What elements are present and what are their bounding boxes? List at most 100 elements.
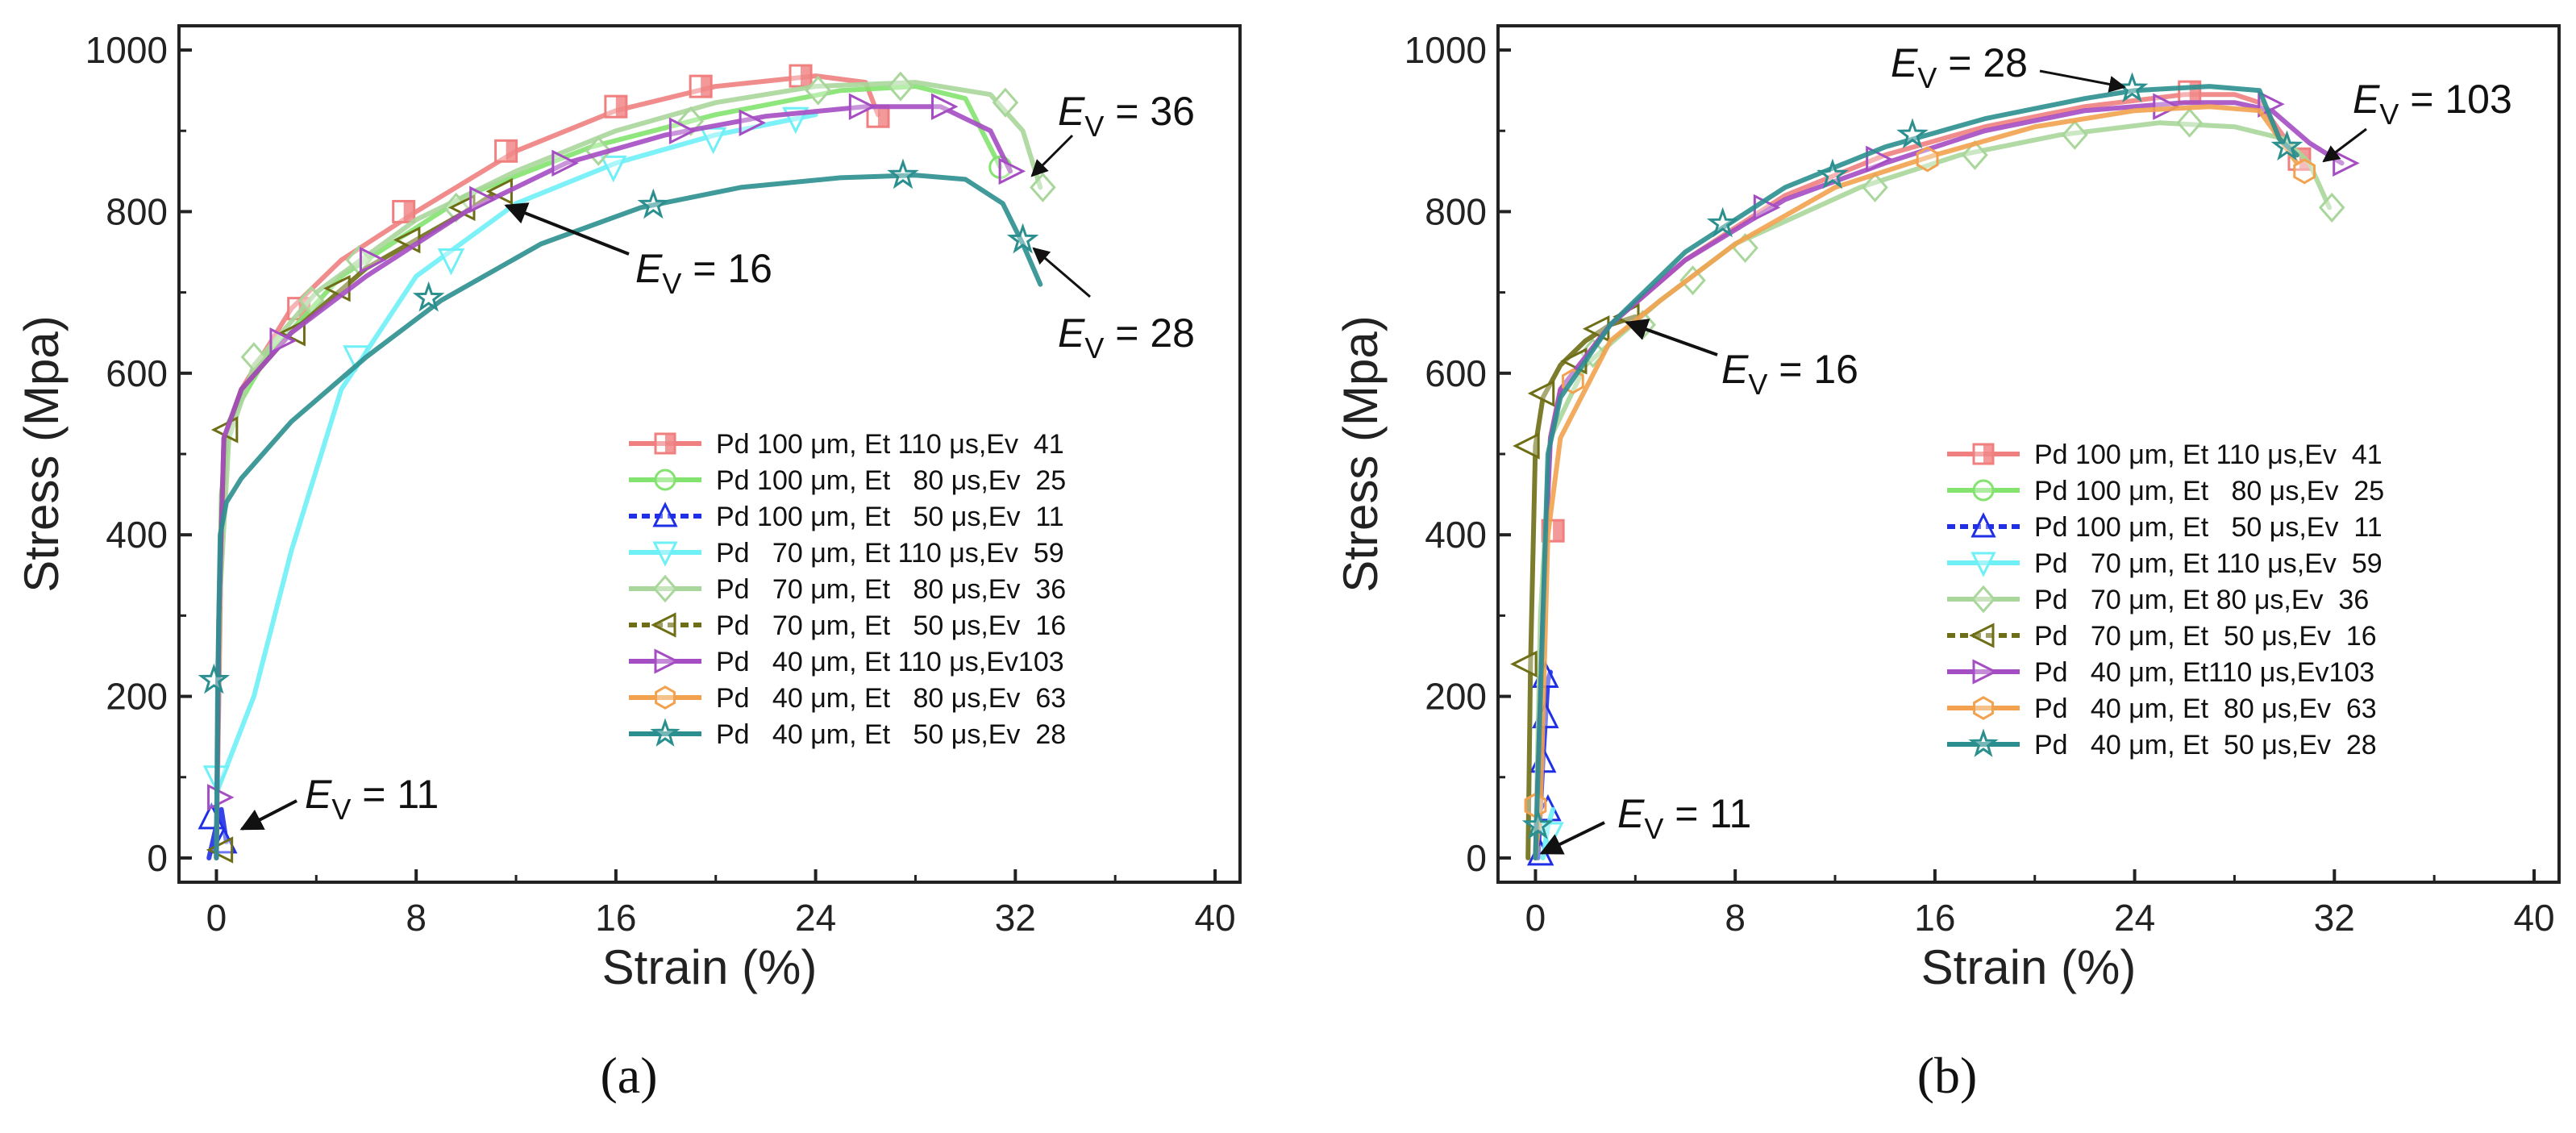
series-marker-a-6-8 [931, 93, 959, 120]
series-marker-a-3-2 [437, 248, 465, 276]
x-tick-label-b-2: 16 [1914, 897, 1955, 939]
legend-label-a-0: Pd 100 μm, Et 110 μs,Ev 41 [716, 429, 1064, 460]
series-marker-a-3-3 [600, 155, 627, 183]
series-marker-b-4-6 [2061, 119, 2088, 150]
legend-label-a-7: Pd 40 μm, Et 80 μs,Ev 63 [716, 683, 1066, 714]
series-marker-a-4-7 [887, 71, 914, 102]
series-marker-b-7-2 [1916, 146, 1939, 173]
legend-marker-b-7 [1973, 696, 1994, 720]
x-tick-label-a-0: 0 [206, 897, 227, 939]
annotation-b-ev103: EV = 103 [2322, 77, 2512, 163]
legend-label-a-4: Pd 70 μm, Et 80 μs,Ev 36 [716, 574, 1066, 605]
x-tick-label-a-5: 40 [1194, 897, 1235, 939]
series-layer-a [198, 64, 1056, 864]
legend-label-a-8: Pd 40 μm, Et 50 μs,Ev 28 [716, 719, 1066, 750]
series-marker-b-4-8 [2318, 192, 2345, 223]
annotation-b-ev16: EV = 16 [1625, 319, 1858, 401]
series-marker-a-0-5-fill [801, 65, 812, 87]
series-marker-a-6-3 [469, 185, 497, 214]
legend-marker-b-1 [1972, 479, 1995, 502]
legend-marker-b-8 [1968, 728, 1999, 757]
legend-label-b-2: Pd 100 μm, Et 50 μs,Ev 11 [2034, 512, 2382, 543]
legend-label-a-6: Pd 40 μm, Et 110 μs,Ev103 [716, 647, 1064, 677]
series-line-a-6 [214, 104, 1013, 860]
annotation-a-ev11: EV = 11 [239, 772, 439, 831]
y-tick-label-b-1: 200 [1425, 676, 1487, 718]
legend-marker-a-1 [654, 469, 676, 491]
x-tick-label-b-1: 8 [1725, 897, 1746, 939]
series-line-a-3 [214, 112, 818, 796]
series-line-b-8 [1533, 84, 2299, 860]
annotation-b-ev11: EV = 11 [1539, 791, 1751, 855]
series-marker-b-5-0 [1510, 650, 1538, 678]
x-axis-title-b: Strain (%) [1921, 940, 2137, 994]
legend-label-b-8: Pd 40 μm, Et 50 μs,Ev 28 [2034, 730, 2377, 760]
svg-text:EV = 36: EV = 36 [1058, 89, 1195, 143]
svg-text:EV = 16: EV = 16 [635, 246, 772, 300]
y-tick-label-a-2: 400 [106, 514, 168, 556]
series-marker-a-5-0 [206, 836, 234, 864]
y-tick-label-b-3: 600 [1425, 352, 1487, 394]
legend-marker-a-7 [655, 685, 676, 710]
series-marker-a-8-3 [887, 158, 919, 190]
legend-marker-b-2 [1970, 512, 1996, 538]
y-tick-label-b-4: 800 [1425, 190, 1487, 232]
legend-marker-b-3 [1970, 552, 1996, 577]
svg-text:EV = 28: EV = 28 [1891, 40, 2028, 94]
legend-marker-a-6 [654, 648, 680, 674]
legend-marker-b-6 [1972, 659, 1998, 685]
series-marker-b-5-1 [1513, 432, 1540, 460]
legend-marker-a-4 [652, 574, 678, 603]
x-tick-label-a-2: 16 [595, 897, 636, 939]
series-marker-b-0-0-fill [1553, 520, 1564, 542]
series-marker-b-7-3 [2293, 158, 2316, 185]
legend-label-a-5: Pd 70 μm, Et 50 μs,Ev 16 [716, 610, 1066, 641]
legend-label-b-6: Pd 40 μm, Et110 μs,Ev103 [2034, 657, 2374, 688]
series-marker-a-0-6-fill [878, 106, 889, 127]
series-marker-a-8-1 [412, 281, 445, 312]
annotation-a-ev36: EV = 36 [1030, 89, 1195, 177]
legend-marker-a-8 [650, 718, 680, 747]
series-line-b-7 [1533, 104, 2299, 860]
series-marker-a-0-2-fill [506, 140, 517, 162]
legend-b: Pd 100 μm, Et 110 μs,Ev 41 Pd 100 μm, Et … [1947, 439, 2384, 760]
series-marker-b-5-2 [1527, 380, 1555, 407]
series-marker-b-8-3 [1896, 118, 1929, 149]
y-tick-label-a-3: 600 [106, 352, 168, 394]
legend-label-b-7: Pd 40 μm, Et 80 μs,Ev 63 [2034, 694, 2377, 724]
legend-marker-a-0-fill [665, 434, 675, 453]
svg-text:EV = 28: EV = 28 [1058, 310, 1195, 364]
legend-label-b-4: Pd 70 μm, Et 80 μs,Ev 36 [2034, 585, 2369, 615]
legend-label-a-2: Pd 100 μm, Et 50 μs,Ev 11 [716, 502, 1064, 532]
y-tick-label-a-5: 1000 [85, 29, 168, 71]
series-marker-a-6-7 [848, 93, 876, 120]
series-marker-a-6-2 [359, 246, 387, 274]
series-marker-a-4-0 [240, 342, 268, 373]
series-marker-b-8-0 [1521, 809, 1554, 839]
y-tick-label-a-4: 800 [106, 190, 168, 232]
legend-label-b-3: Pd 70 μm, Et 110 μs,Ev 59 [2034, 548, 2382, 579]
series-marker-b-4-2 [1679, 265, 1706, 296]
y-axis-title-b: Stress (Mpa) [1334, 315, 1388, 592]
legend-marker-b-5 [1969, 623, 1995, 648]
legend-label-b-0: Pd 100 μm, Et 110 μs,Ev 41 [2034, 439, 2382, 470]
legend-marker-a-2 [652, 502, 678, 527]
annotation-a-ev28: EV = 28 [1032, 247, 1195, 364]
y-axis-title-a: Stress (Mpa) [15, 315, 69, 592]
series-marker-a-6-1 [269, 327, 297, 355]
series-marker-a-8-2 [637, 188, 670, 219]
y-tick-label-b-2: 400 [1425, 514, 1487, 556]
plot-frame-a [177, 24, 1242, 884]
legend-label-a-1: Pd 100 μm, Et 80 μs,Ev 25 [716, 465, 1066, 496]
x-tick-label-b-0: 0 [1525, 897, 1546, 939]
svg-text:EV = 11: EV = 11 [305, 772, 439, 826]
x-tick-label-b-5: 40 [2513, 897, 2554, 939]
series-marker-a-0-1-fill [403, 201, 414, 223]
series-marker-b-8-5 [2270, 130, 2303, 161]
series-marker-a-4-8 [992, 87, 1019, 118]
series-marker-a-6-5 [668, 117, 697, 144]
series-marker-a-0-4-fill [701, 76, 712, 98]
